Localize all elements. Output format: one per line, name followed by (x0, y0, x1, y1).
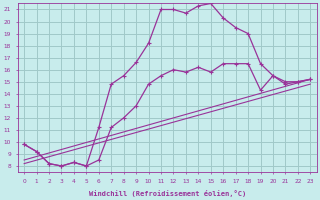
X-axis label: Windchill (Refroidissement éolien,°C): Windchill (Refroidissement éolien,°C) (89, 190, 246, 197)
